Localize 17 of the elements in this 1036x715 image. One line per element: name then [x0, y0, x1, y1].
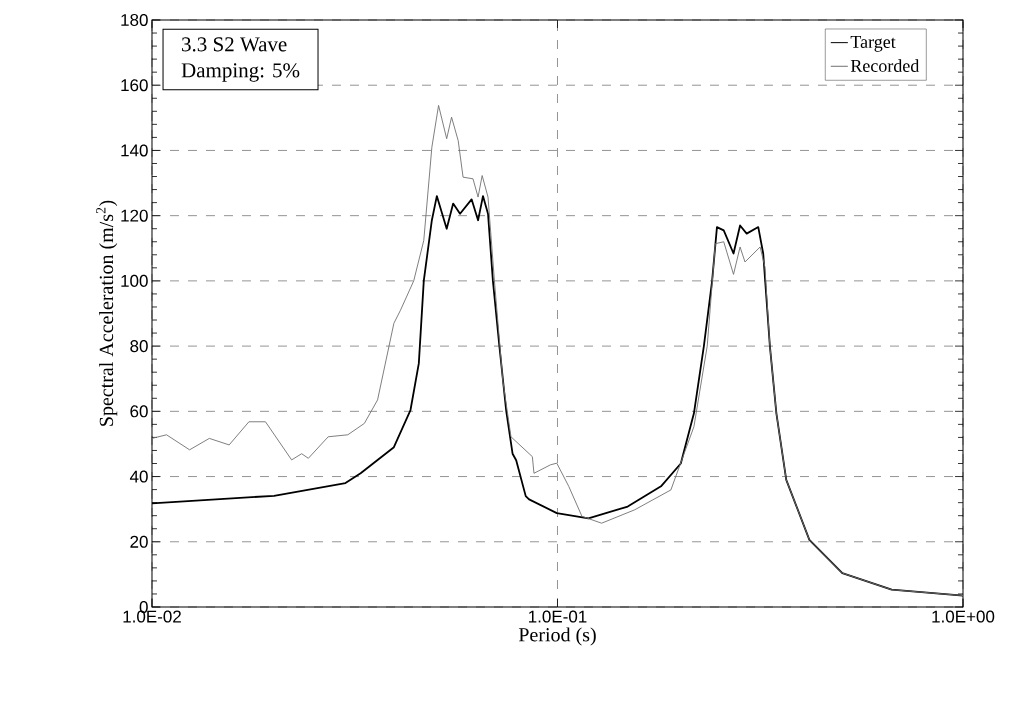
legend-label: Target [850, 35, 896, 52]
legend-label: Recorded [850, 59, 920, 72]
x-axis-title: Period (s) [518, 627, 596, 646]
y-axis-title: Spectral Acceleration (m/s$^{2}$) [96, 200, 118, 426]
annotation: 3.3 S2 Wave [182, 37, 287, 52]
y-tick-label: 40 [129, 470, 148, 483]
y-tick-label: 20 [130, 535, 148, 548]
y-tick-label: 120 [121, 209, 148, 222]
y-tick-label: 160 [121, 79, 148, 92]
y-tick-label: 80 [130, 340, 148, 353]
y-tick-label: 140 [121, 144, 148, 157]
annotation: Damping: 5% [181, 63, 300, 82]
y-tick-label: 100 [121, 274, 148, 287]
x-tick-label: 1.0E+00 [932, 610, 995, 623]
y-tick-label: 60 [130, 405, 148, 418]
y-tick-label: 180 [121, 13, 148, 27]
x-tick-label: 1.0E-01 [529, 610, 587, 623]
